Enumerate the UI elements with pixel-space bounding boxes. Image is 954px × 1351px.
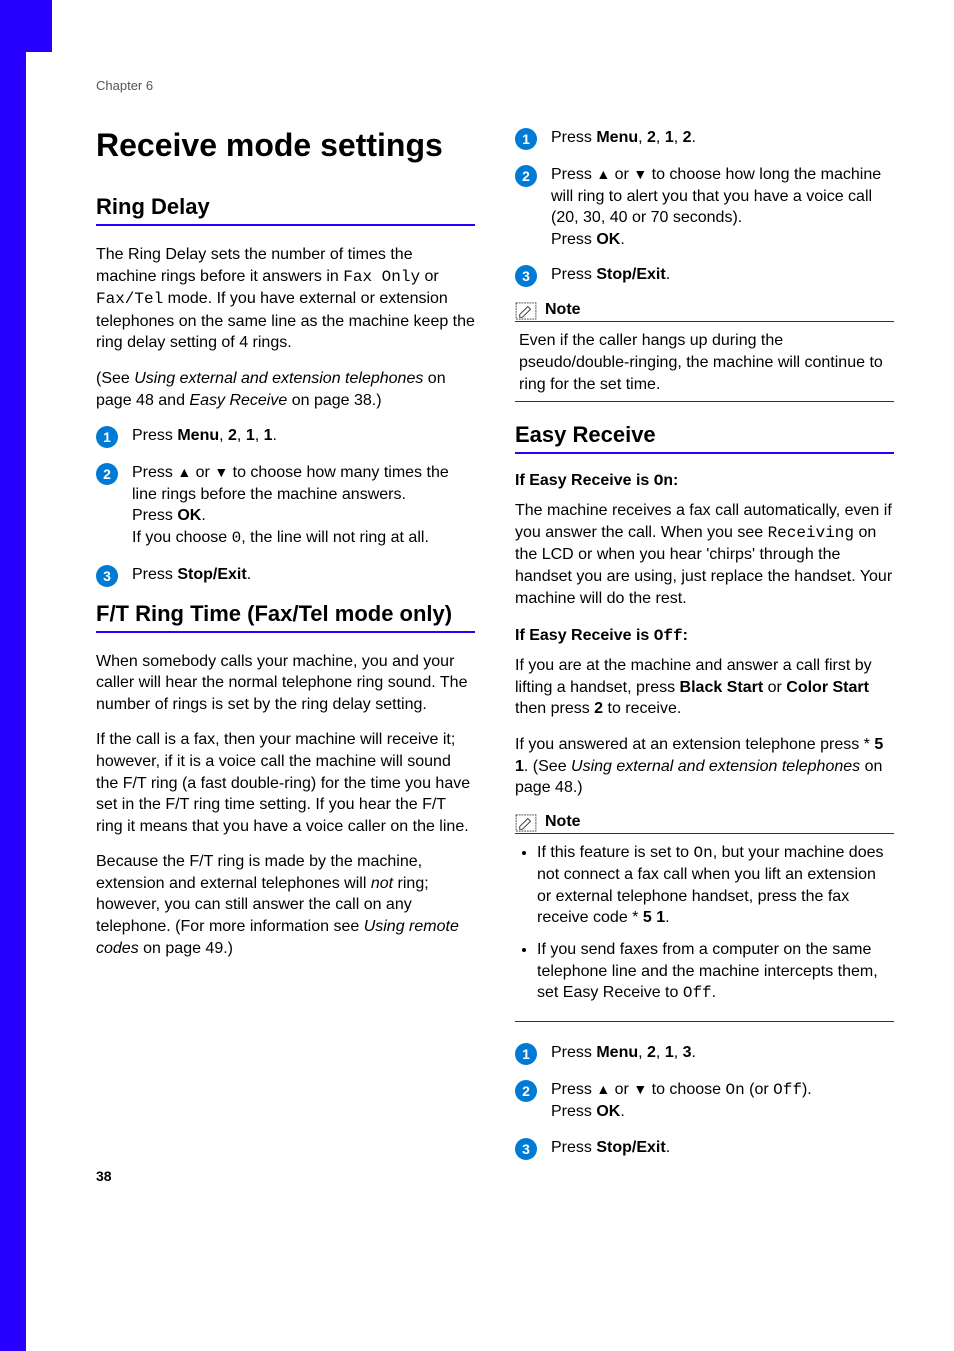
section-ft-ring: F/T Ring Time (Fax/Tel mode only) [96, 601, 475, 633]
note2-li2: If you send faxes from a computer on the… [537, 939, 894, 1005]
rd-step3-body: Press Stop/Exit. [132, 564, 251, 586]
ft-p3: Because the F/T ring is made by the mach… [96, 851, 475, 959]
er-sub2: If Easy Receive is Off: [515, 627, 894, 645]
er-p2: If you are at the machine and answer a c… [515, 655, 894, 720]
rd-step2-body: Press ▲ or ▼ to choose how many times th… [132, 462, 475, 549]
ft-step2-body: Press ▲ or ▼ to choose how long the mach… [551, 164, 894, 250]
ft-step1-body: Press Menu, 2, 1, 2. [551, 127, 696, 149]
note-header: Note [515, 301, 894, 322]
note-header: Note [515, 813, 894, 834]
pencil-note-icon [515, 814, 537, 832]
page-number: 38 [96, 1168, 112, 1184]
er-p3: If you answered at an extension telephon… [515, 734, 894, 799]
er-sub1: If Easy Receive is On: [515, 472, 894, 490]
er-step-2: 2 Press ▲ or ▼ to choose On (or Off). Pr… [515, 1079, 894, 1123]
note-label: Note [545, 813, 581, 833]
step-badge-1: 1 [515, 1043, 537, 1065]
two-column-layout: Receive mode settings Ring Delay The Rin… [96, 127, 894, 1174]
ft-step-3: 3 Press Stop/Exit. [515, 264, 894, 287]
side-decoration [0, 52, 26, 1351]
note-box-1: Note Even if the caller hangs up during … [515, 301, 894, 402]
rd-step-1: 1 Press Menu, 2, 1, 1. [96, 425, 475, 448]
section-easy-receive: Easy Receive [515, 422, 894, 454]
step-badge-3: 3 [515, 1138, 537, 1160]
corner-decoration [0, 0, 52, 52]
step-badge-2: 2 [96, 463, 118, 485]
rd-step-3: 3 Press Stop/Exit. [96, 564, 475, 587]
rd-step-2: 2 Press ▲ or ▼ to choose how many times … [96, 462, 475, 549]
section-ring-delay: Ring Delay [96, 194, 475, 226]
er-step2-body: Press ▲ or ▼ to choose On (or Off). Pres… [551, 1079, 812, 1123]
rd-step1-body: Press Menu, 2, 1, 1. [132, 425, 277, 447]
note2-body: If this feature is set to On, but your m… [515, 842, 894, 1022]
er-step-3: 3 Press Stop/Exit. [515, 1137, 894, 1160]
ft-step3-body: Press Stop/Exit. [551, 264, 670, 286]
left-column: Receive mode settings Ring Delay The Rin… [96, 127, 475, 1174]
step-badge-1: 1 [515, 128, 537, 150]
page-title: Receive mode settings [96, 127, 475, 164]
chapter-label: Chapter 6 [96, 78, 894, 93]
step-badge-1: 1 [96, 426, 118, 448]
pencil-note-icon [515, 302, 537, 320]
page-content: Chapter 6 Receive mode settings Ring Del… [0, 0, 954, 1214]
note-label: Note [545, 301, 581, 321]
ft-step-2: 2 Press ▲ or ▼ to choose how long the ma… [515, 164, 894, 250]
er-p1: The machine receives a fax call automati… [515, 500, 894, 609]
right-column: 1 Press Menu, 2, 1, 2. 2 Press ▲ or ▼ to… [515, 127, 894, 1174]
note-box-2: Note If this feature is set to On, but y… [515, 813, 894, 1022]
er-step1-body: Press Menu, 2, 1, 3. [551, 1042, 696, 1064]
ft-p2: If the call is a fax, then your machine … [96, 729, 475, 837]
ring-delay-p1: The Ring Delay sets the number of times … [96, 244, 475, 354]
step-badge-3: 3 [96, 565, 118, 587]
ft-step-1: 1 Press Menu, 2, 1, 2. [515, 127, 894, 150]
ring-delay-p2: (See Using external and extension teleph… [96, 368, 475, 411]
er-step-1: 1 Press Menu, 2, 1, 3. [515, 1042, 894, 1065]
step-badge-2: 2 [515, 1080, 537, 1102]
er-step3-body: Press Stop/Exit. [551, 1137, 670, 1159]
step-badge-3: 3 [515, 265, 537, 287]
step-badge-2: 2 [515, 165, 537, 187]
note2-li1: If this feature is set to On, but your m… [537, 842, 894, 929]
ft-p1: When somebody calls your machine, you an… [96, 651, 475, 716]
note1-body: Even if the caller hangs up during the p… [515, 330, 894, 402]
